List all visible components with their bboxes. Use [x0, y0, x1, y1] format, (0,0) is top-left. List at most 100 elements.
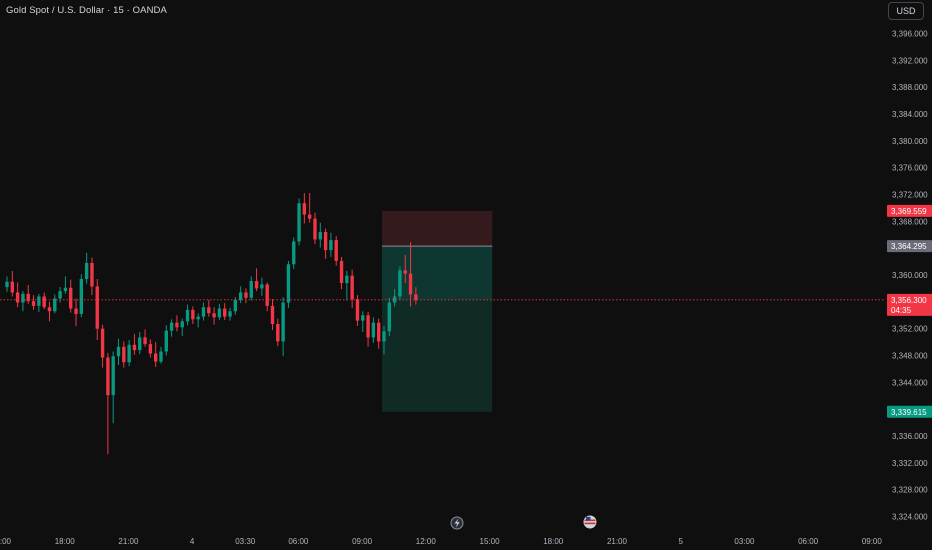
candle-body [122, 346, 126, 363]
candle-body [233, 299, 238, 312]
us-flag-icon[interactable] [583, 515, 597, 529]
candle-body [414, 294, 418, 300]
candle [148, 339, 153, 358]
candle [244, 288, 248, 304]
candle-body [366, 315, 370, 338]
candle [355, 295, 360, 326]
candle-body [392, 296, 397, 303]
candle [31, 295, 36, 310]
candle-body [387, 302, 392, 332]
candle [345, 270, 349, 301]
candle [84, 252, 89, 284]
candle [10, 270, 15, 297]
candle [228, 307, 232, 321]
x-tick-label: 18:00 [543, 537, 564, 546]
y-tick-label: 3,380.000 [892, 137, 928, 146]
y-tick-label: 3,344.000 [892, 378, 928, 387]
candle-body [90, 262, 94, 287]
candle-body [223, 308, 227, 317]
candle [302, 193, 307, 224]
candle [132, 334, 137, 355]
candle [47, 301, 52, 322]
candle-body [180, 321, 184, 328]
candle-body [69, 287, 73, 309]
time-axis[interactable]: 15:00 18:00 21:00 4 03:30 06:00 09:00 12:00 15:0… [0, 537, 882, 546]
candle [95, 279, 99, 341]
candle [74, 298, 78, 326]
candle [90, 257, 94, 296]
candle-body [153, 353, 158, 362]
candle [69, 279, 73, 313]
candle [196, 313, 200, 328]
candle-series [5, 193, 418, 455]
candle-body [212, 313, 216, 318]
lightning-icon-bolt [454, 518, 460, 528]
candle-body [5, 281, 9, 288]
candle-body [10, 281, 15, 293]
time-markers[interactable] [450, 515, 597, 530]
candle-body [329, 240, 333, 251]
candle-body [196, 316, 200, 320]
y-tick-label: 3,384.000 [892, 110, 928, 119]
position-zones[interactable] [382, 210, 493, 412]
candle-body [37, 296, 41, 306]
candle [371, 317, 376, 343]
candle [159, 346, 163, 364]
candle-body [361, 315, 365, 321]
candle-body [191, 309, 195, 320]
profit-zone[interactable] [382, 299, 493, 412]
entry-price-badge: 3,364.295 [891, 242, 927, 251]
candle [292, 237, 296, 269]
candle-body [47, 307, 52, 312]
y-tick-label: 3,348.000 [892, 352, 928, 361]
candle [408, 242, 413, 307]
candle-body [132, 344, 137, 351]
y-tick-label: 3,376.000 [892, 164, 928, 173]
y-tick-label: 3,388.000 [892, 83, 928, 92]
candle [122, 341, 126, 368]
stop-price-badge: 3,369.559 [891, 207, 927, 216]
candle-body [249, 281, 253, 298]
lightning-icon[interactable] [450, 516, 464, 530]
candle [382, 326, 386, 355]
candle [377, 318, 381, 349]
current-price-badge-bg [887, 293, 932, 316]
y-tick-label: 3,324.000 [892, 513, 928, 522]
candle-body [53, 298, 57, 312]
candle [281, 297, 285, 357]
candle [350, 269, 354, 308]
candle [106, 352, 110, 455]
candle [138, 332, 142, 355]
candle-body [292, 241, 296, 265]
candle-body [201, 307, 206, 317]
candle-body [334, 240, 338, 261]
stop-loss-zone[interactable] [382, 210, 493, 247]
candle [254, 268, 259, 292]
candle-body [58, 291, 62, 299]
candle [286, 260, 291, 308]
candle [270, 299, 275, 331]
candle [143, 329, 147, 347]
y-tick-label: 3,360.000 [892, 271, 928, 280]
currency-button[interactable]: USD [888, 2, 924, 20]
y-tick-label: 3,396.000 [892, 29, 928, 38]
candle-body [276, 323, 280, 342]
candle [223, 303, 227, 320]
candle [212, 307, 216, 325]
target-price-badge-bg [887, 405, 932, 418]
y-tick-label: 3,352.000 [892, 325, 928, 334]
candle-body [281, 302, 285, 342]
candle [398, 266, 402, 300]
x-tick-label: 15:00 [0, 537, 12, 546]
candle-body [244, 292, 248, 298]
candle [5, 276, 9, 292]
candle-body [398, 270, 402, 297]
candle [191, 306, 195, 324]
x-tick-label: 15:00 [480, 537, 501, 546]
candle-body [297, 203, 301, 242]
x-tick-label: 12:00 [416, 537, 437, 546]
candle [111, 351, 115, 424]
candle [265, 282, 269, 312]
